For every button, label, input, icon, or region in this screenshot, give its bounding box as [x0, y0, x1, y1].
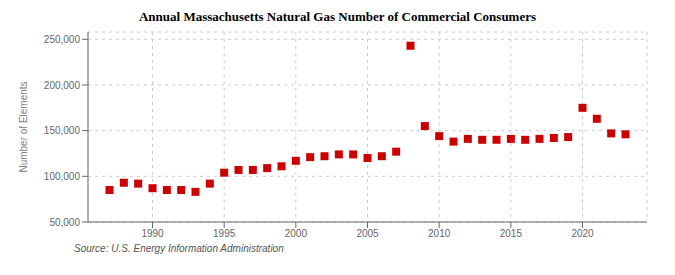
svg-text:1990: 1990 [141, 228, 164, 239]
svg-text:250,000: 250,000 [44, 34, 81, 45]
svg-text:2020: 2020 [571, 228, 594, 239]
svg-text:200,000: 200,000 [44, 80, 81, 91]
svg-text:2015: 2015 [500, 228, 523, 239]
html-text:Source: U.S. Energy Informatio: Source: U.S. Energy Information Administ… [74, 243, 284, 254]
svg-text:2000: 2000 [285, 228, 308, 239]
svg-text:100,000: 100,000 [44, 171, 81, 182]
svg-text:150,000: 150,000 [44, 125, 81, 136]
svg-text:Number of Elements: Number of Elements [18, 81, 29, 172]
html-text:Annual Massachusetts Natural G: Annual Massachusetts Natural Gas Number … [138, 9, 536, 24]
svg-text:2005: 2005 [356, 228, 379, 239]
svg-text:50,000: 50,000 [49, 217, 80, 228]
svg-text:1995: 1995 [213, 228, 236, 239]
svg-text:2010: 2010 [428, 228, 451, 239]
